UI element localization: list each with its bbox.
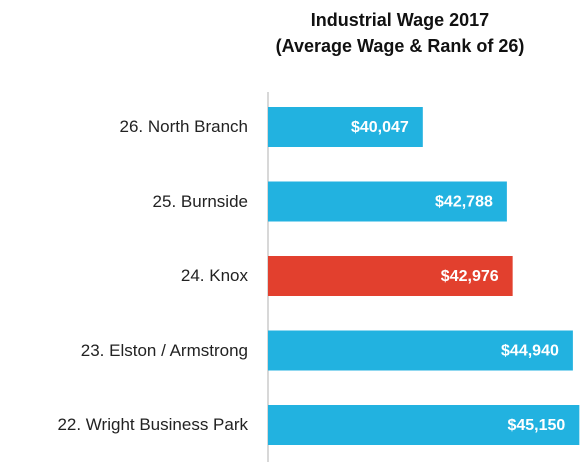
bar xyxy=(268,256,513,296)
category-label: 23. Elston / Armstrong xyxy=(80,340,248,360)
bar xyxy=(268,330,573,371)
bar xyxy=(268,107,423,147)
value-label: $42,976 xyxy=(441,268,499,285)
category-label: 26. North Branch xyxy=(119,117,248,136)
category-label: 22. Wright Business Park xyxy=(57,415,248,434)
bar xyxy=(268,181,507,222)
category-label: 25. Burnside xyxy=(152,191,248,211)
chart-subtitle: (Average Wage & Rank of 26) xyxy=(275,36,525,56)
value-label: $44,940 xyxy=(501,343,559,360)
category-label: 24. Knox xyxy=(180,266,248,285)
bar xyxy=(268,405,580,445)
value-label: $42,788 xyxy=(435,194,493,211)
chart-title: Industrial Wage 2017 xyxy=(310,10,490,30)
value-label: $40,047 xyxy=(351,119,409,136)
value-label: $45,150 xyxy=(507,417,565,434)
